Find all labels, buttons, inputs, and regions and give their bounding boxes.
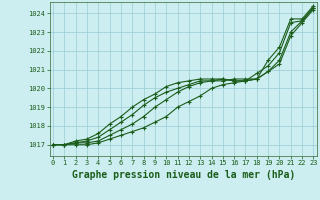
X-axis label: Graphe pression niveau de la mer (hPa): Graphe pression niveau de la mer (hPa) bbox=[72, 170, 295, 180]
